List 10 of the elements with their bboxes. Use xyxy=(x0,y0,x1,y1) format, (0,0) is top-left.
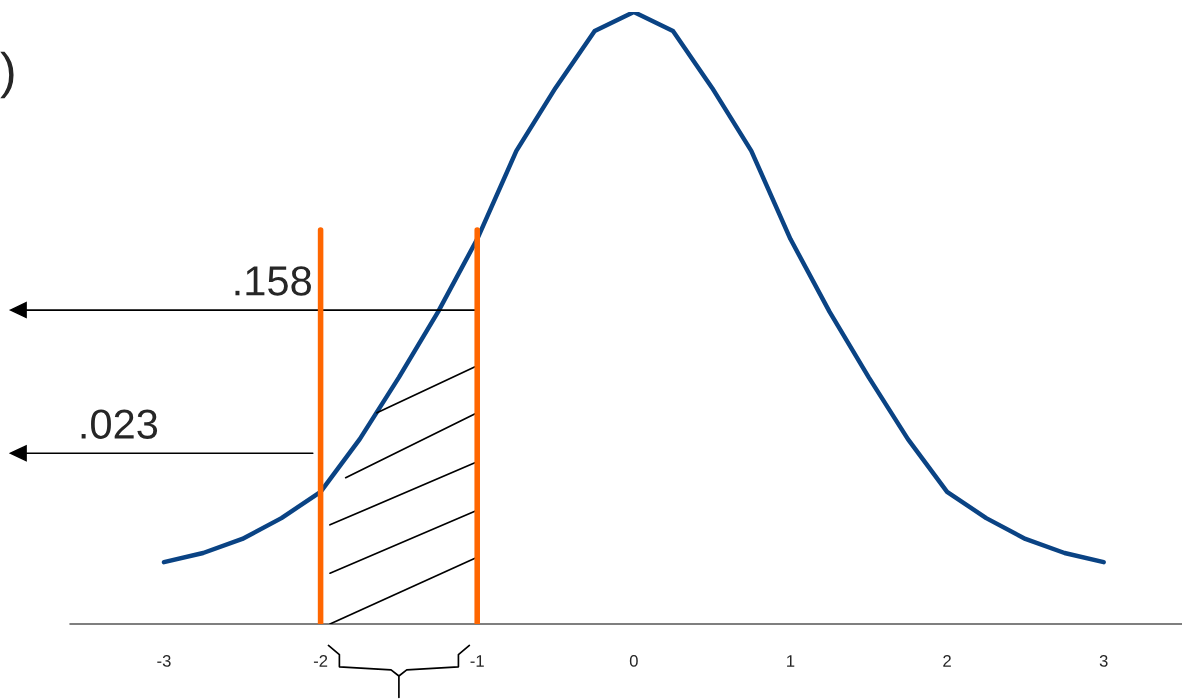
x-tick-label: -1 xyxy=(470,655,484,667)
x-tick-label: -2 xyxy=(313,655,328,667)
x-tick-label: 2 xyxy=(943,655,951,667)
x-tick-label: 3 xyxy=(1099,655,1108,667)
x-tick-label: 1 xyxy=(787,655,795,667)
annotation: .023 xyxy=(81,409,158,439)
x-tick-label: 0 xyxy=(629,655,638,667)
annotation: .158 xyxy=(235,266,311,296)
text: ) xyxy=(0,51,14,99)
x-tick-label: -3 xyxy=(157,655,171,667)
